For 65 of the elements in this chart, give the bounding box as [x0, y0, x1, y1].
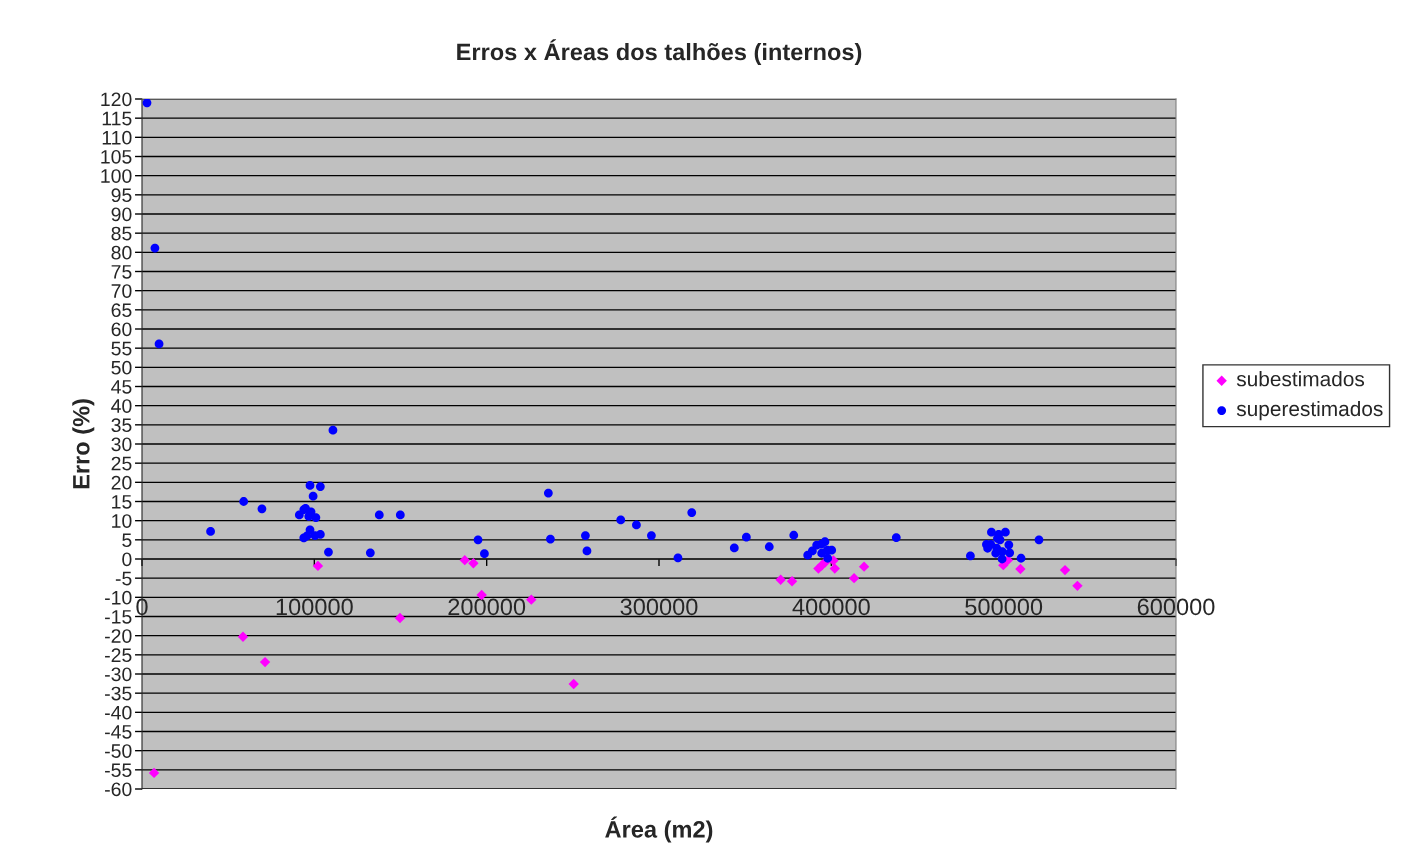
x-axis-title: Área (m2): [605, 816, 713, 843]
y-tick-label: 85: [111, 226, 132, 241]
y-tick-label: -20: [105, 629, 132, 643]
legend-label: superestimados: [1236, 400, 1383, 421]
point: [1072, 580, 1083, 592]
legend-label: subestimados: [1236, 371, 1365, 387]
y-tick-label: 10: [112, 514, 132, 528]
y-tick-label: -30: [105, 667, 132, 682]
y-tick-label: -40: [105, 705, 132, 720]
y-tick-label: -55: [105, 763, 132, 778]
point: [775, 574, 786, 585]
y-tick-label: 35: [111, 418, 132, 433]
y-axis-title: Erro (%): [72, 399, 95, 489]
y-tick-label: 20: [111, 475, 132, 490]
y-tick-label: 40: [111, 399, 132, 413]
y-tick-label: 95: [111, 188, 132, 203]
y-tick-label: 90: [111, 207, 132, 222]
point: [1015, 563, 1026, 575]
chart-title: Erros x Áreas dos talhões (internos): [457, 39, 862, 66]
x-tick-label: 400000: [792, 598, 870, 616]
y-tick-label: -10: [105, 590, 132, 605]
y-tick-label: 115: [102, 111, 132, 126]
x-tick-label: 200000: [448, 598, 526, 616]
y-tick-label: 55: [111, 341, 132, 356]
point: [394, 612, 406, 624]
point: [829, 563, 840, 574]
point: [468, 558, 479, 569]
point: [1059, 564, 1071, 576]
point: [148, 767, 160, 779]
y-tick-label: 25: [111, 456, 132, 471]
y-tick-label: 70: [111, 284, 132, 298]
y-tick-label: -35: [105, 686, 132, 701]
y-tick-label: -15: [105, 610, 132, 624]
y-tick-label: 110: [102, 130, 132, 145]
y-tick-label: 45: [111, 380, 132, 394]
y-tick-label: 0: [122, 552, 132, 567]
y-tick-label: 30: [111, 437, 132, 452]
point: [526, 594, 537, 605]
point: [259, 656, 271, 668]
point: [459, 554, 470, 566]
y-tick-label: 75: [111, 265, 132, 279]
point: [858, 561, 870, 572]
x-tick-label: 100000: [276, 598, 353, 616]
x-tick-label: 300000: [620, 598, 698, 616]
y-tick-label: -50: [105, 744, 132, 758]
y-tick-label: -60: [105, 782, 132, 797]
y-tick-label: 5: [122, 533, 132, 548]
y-tick-label: 80: [111, 245, 132, 260]
point: [237, 631, 249, 643]
y-tick-label: 60: [111, 322, 132, 337]
point: [786, 576, 798, 587]
x-tick-label: 500000: [965, 598, 1043, 616]
x-tick-label: 600000: [1137, 598, 1215, 616]
point: [848, 572, 860, 584]
y-tick-label: 105: [101, 149, 132, 164]
y-tick-label: 15: [112, 495, 132, 509]
y-tick-label: -25: [105, 648, 132, 663]
y-tick-label: 50: [111, 360, 132, 375]
point: [312, 560, 324, 572]
y-tick-label: 100: [101, 169, 132, 183]
y-tick-label: -45: [105, 725, 132, 739]
y-tick-label: 65: [111, 303, 132, 318]
point: [568, 678, 579, 690]
y-tick-label: -5: [115, 571, 132, 586]
y-tick-label: 120: [101, 92, 132, 107]
